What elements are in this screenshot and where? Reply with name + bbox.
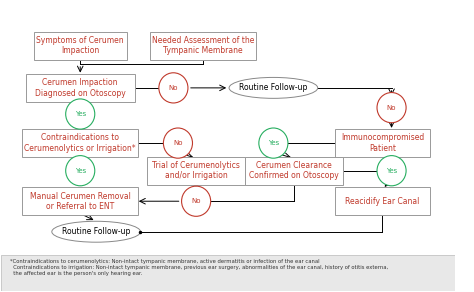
Text: Yes: Yes	[268, 140, 279, 146]
Ellipse shape	[66, 156, 95, 186]
FancyBboxPatch shape	[245, 157, 343, 185]
FancyBboxPatch shape	[22, 129, 138, 157]
Ellipse shape	[229, 77, 318, 98]
Text: No: No	[191, 198, 201, 204]
Text: Yes: Yes	[74, 168, 86, 174]
Ellipse shape	[377, 156, 406, 186]
Text: Yes: Yes	[74, 111, 86, 117]
FancyBboxPatch shape	[22, 187, 138, 215]
Ellipse shape	[259, 128, 288, 158]
Text: Reacidify Ear Canal: Reacidify Ear Canal	[345, 197, 419, 206]
FancyBboxPatch shape	[149, 32, 256, 60]
Text: Needed Assessment of the
Tympanic Membrane: Needed Assessment of the Tympanic Membra…	[152, 36, 254, 55]
Text: Contraindications to
Cerumenolytics or Irrigation*: Contraindications to Cerumenolytics or I…	[25, 133, 136, 153]
Text: Yes: Yes	[386, 168, 397, 174]
FancyBboxPatch shape	[34, 32, 127, 60]
Text: Routine Follow-up: Routine Follow-up	[62, 227, 130, 236]
FancyBboxPatch shape	[335, 187, 430, 215]
Text: Manual Cerumen Removal
or Referral to ENT: Manual Cerumen Removal or Referral to EN…	[30, 192, 131, 211]
Text: Immunocompromised
Patient: Immunocompromised Patient	[341, 133, 424, 153]
Text: Symptoms of Cerumen
Impaction: Symptoms of Cerumen Impaction	[36, 36, 124, 55]
Text: No: No	[173, 140, 182, 146]
Text: *Contraindications to cerumenolytics: Non-intact tympanic membrane, active derma: *Contraindications to cerumenolytics: No…	[10, 259, 388, 276]
FancyBboxPatch shape	[0, 255, 455, 291]
Text: Cerumen Clearance
Confirmed on Otoscopy: Cerumen Clearance Confirmed on Otoscopy	[249, 161, 339, 180]
Text: Routine Follow-up: Routine Follow-up	[239, 84, 308, 92]
Ellipse shape	[159, 73, 188, 103]
Ellipse shape	[66, 99, 95, 129]
FancyBboxPatch shape	[335, 129, 430, 157]
Ellipse shape	[182, 186, 210, 216]
Text: No: No	[387, 105, 396, 111]
Text: No: No	[169, 85, 178, 91]
FancyBboxPatch shape	[147, 157, 245, 185]
Text: Cerumen Impaction
Diagnosed on Otoscopy: Cerumen Impaction Diagnosed on Otoscopy	[35, 78, 126, 98]
Ellipse shape	[164, 128, 192, 158]
Text: Trial of Cerumenolytics
and/or Irrigation: Trial of Cerumenolytics and/or Irrigatio…	[152, 161, 240, 180]
Ellipse shape	[377, 93, 406, 123]
Ellipse shape	[52, 221, 140, 242]
FancyBboxPatch shape	[26, 74, 135, 102]
